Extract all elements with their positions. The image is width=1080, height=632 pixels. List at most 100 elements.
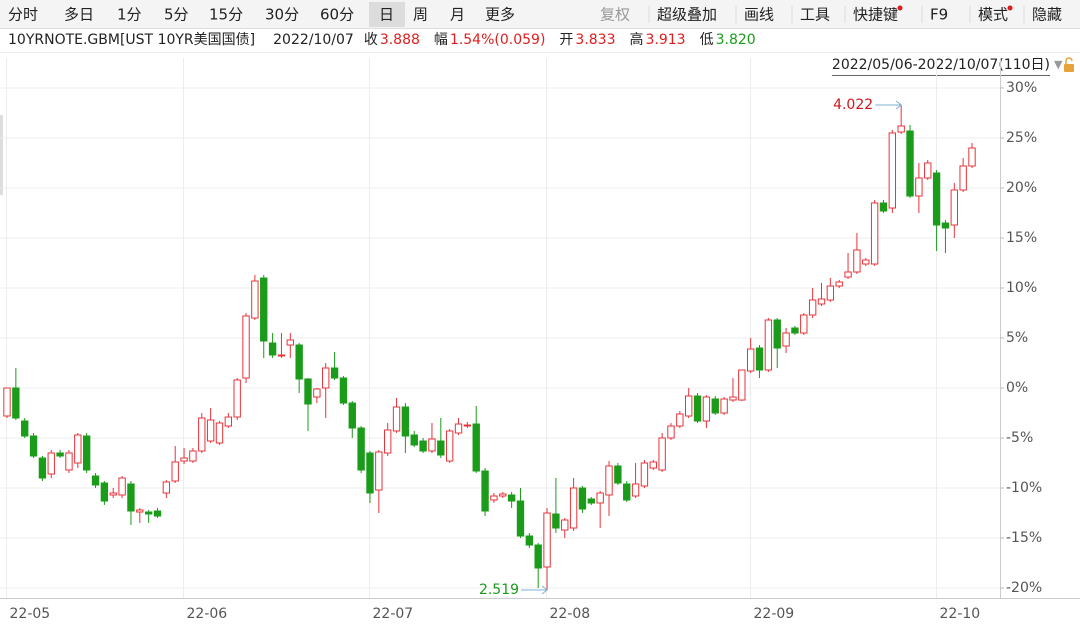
candle-body — [791, 327, 799, 334]
candle-body — [260, 277, 268, 342]
candle-body — [162, 481, 171, 494]
x-tick-label: 22-10 — [940, 606, 981, 622]
candle-body — [74, 434, 82, 464]
candle-body — [782, 332, 790, 347]
period-tab[interactable]: 1分 — [117, 6, 142, 24]
date-range[interactable]: 2022/05/06-2022/10/07(110日) — [832, 57, 1050, 73]
field-value: 3.833 — [575, 32, 615, 48]
tool-button[interactable]: 快捷键 — [853, 6, 898, 24]
candle-body — [242, 315, 250, 379]
candle-body — [339, 377, 348, 404]
candle-body — [844, 271, 852, 278]
candle-body — [915, 177, 923, 197]
candle-body — [410, 434, 418, 446]
candle-body — [481, 470, 489, 512]
field-value: 1.54%(0.059) — [450, 32, 545, 48]
y-tick-label: -10% — [1006, 480, 1042, 496]
candle-body — [136, 509, 144, 513]
field-label: 高 — [630, 31, 644, 48]
candle-body — [702, 396, 711, 422]
x-tick-label: 22-09 — [754, 606, 795, 622]
candle-body — [897, 125, 905, 133]
candle-body — [12, 387, 20, 419]
tool-button[interactable]: F9 — [930, 6, 948, 24]
candle-body — [693, 395, 702, 422]
y-tick-label: -5% — [1006, 430, 1033, 446]
candle-body — [428, 438, 436, 452]
y-tick-label: 5% — [1006, 330, 1028, 346]
period-tab[interactable]: 月 — [450, 6, 465, 24]
candle-body — [437, 440, 445, 456]
candle-body — [808, 299, 817, 316]
candle-body — [729, 396, 737, 401]
candle-body — [215, 422, 224, 444]
candle-body — [82, 435, 91, 471]
toolbar — [0, 0, 1080, 28]
candle-body — [667, 425, 675, 439]
period-tab[interactable]: 60分 — [320, 6, 354, 24]
candle-body — [357, 427, 365, 471]
candle-body — [614, 465, 622, 484]
tool-button[interactable]: 工具 — [800, 6, 830, 24]
period-tab[interactable]: 分时 — [8, 6, 38, 24]
y-tick-label: -15% — [1006, 530, 1042, 546]
candle-body — [490, 495, 498, 501]
period-tab[interactable]: 日 — [379, 6, 394, 24]
candle-body — [631, 483, 640, 497]
field-label: 低 — [700, 32, 714, 48]
period-tab[interactable]: 多日 — [64, 6, 94, 24]
period-tab[interactable]: 15分 — [209, 6, 243, 24]
period-tab[interactable]: 更多 — [485, 6, 515, 24]
candle-body — [401, 406, 410, 437]
y-tick-label: -20% — [1006, 580, 1042, 596]
field-value: 3.820 — [716, 32, 756, 48]
range-arrow[interactable]: ▼ — [1054, 58, 1063, 71]
period-tab[interactable]: 5分 — [164, 6, 189, 24]
side-tab — [0, 115, 3, 195]
tool-button[interactable]: 隐藏 — [1032, 6, 1062, 24]
candle-body — [932, 172, 941, 226]
candle-body — [862, 259, 870, 265]
candle-body — [21, 420, 29, 437]
candle-body — [924, 162, 932, 179]
candle-body — [180, 457, 188, 462]
y-tick-label: 20% — [1006, 180, 1037, 196]
period-tab[interactable]: 周 — [413, 6, 428, 24]
candle-body — [543, 512, 551, 568]
field-value: 3.888 — [380, 32, 420, 48]
candle-body — [277, 354, 286, 357]
candle-body — [206, 419, 215, 442]
candle-body — [29, 435, 38, 457]
candle-body — [286, 339, 294, 346]
candle-body — [313, 388, 321, 398]
x-tick-label: 22-08 — [550, 606, 591, 622]
extreme-arrowhead — [541, 585, 548, 595]
candle-body — [738, 369, 746, 401]
candle-body — [454, 423, 463, 434]
tool-button[interactable]: 复权 — [600, 6, 630, 24]
candle-body — [507, 494, 516, 502]
field-label: 幅 — [434, 32, 448, 48]
period-tab[interactable]: 30分 — [265, 6, 299, 24]
candle-body — [685, 395, 693, 417]
tool-button[interactable]: 模式 — [978, 6, 1008, 24]
y-tick-label: 0% — [1006, 380, 1028, 396]
candle-body — [322, 367, 330, 389]
tool-button[interactable]: 超级叠加 — [657, 6, 717, 24]
candle-body — [47, 452, 55, 475]
candle-body — [888, 132, 897, 209]
candle-body — [516, 500, 525, 537]
y-tick-label: 25% — [1006, 130, 1037, 146]
candle-body — [879, 202, 888, 212]
lock-icon[interactable] — [1064, 57, 1074, 72]
candle-body — [366, 452, 374, 494]
candle-body — [56, 452, 64, 457]
quote-date: 2022/10/07 — [273, 32, 354, 48]
candle-body — [419, 440, 427, 452]
candle-body — [268, 342, 277, 356]
candle-body — [959, 165, 967, 191]
candle-body — [91, 475, 100, 486]
tool-button[interactable]: 画线 — [744, 6, 774, 24]
candle-body — [233, 379, 241, 418]
candle-body — [472, 423, 480, 472]
